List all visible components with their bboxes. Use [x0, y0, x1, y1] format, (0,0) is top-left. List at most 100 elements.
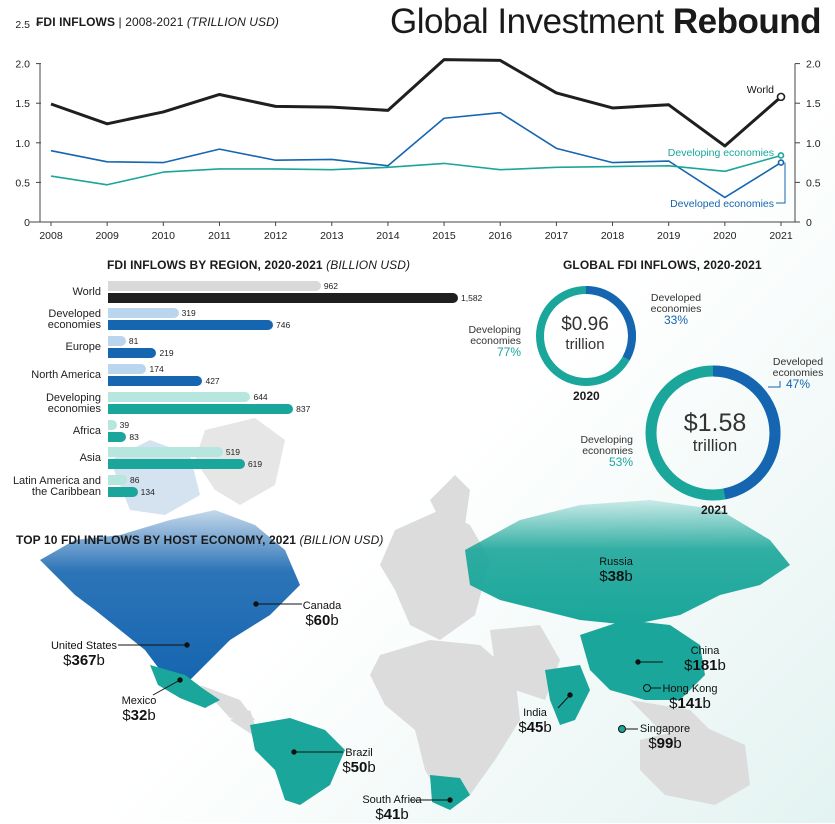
bar-value-label: 644: [253, 392, 268, 402]
land-russia: [465, 500, 790, 625]
land-centralamerica: [200, 685, 255, 720]
bar-value-label: 81: [128, 336, 139, 346]
y-tick-right: 1.0: [806, 138, 821, 150]
y-tick-left: 2.0: [15, 59, 30, 71]
x-tick-2015: 2015: [432, 230, 456, 242]
map-label-mexico: Mexico $32b: [121, 695, 157, 724]
bar-value-label: 174: [149, 364, 164, 374]
series-line-developed-economies: [50, 111, 782, 199]
x-tick-2011: 2011: [208, 230, 231, 242]
x-tick-2014: 2014: [376, 230, 400, 242]
x-tick-2021: 2021: [769, 230, 793, 242]
land-china: [580, 620, 705, 700]
bar-2020: [108, 392, 251, 402]
land-africa: [370, 640, 520, 805]
donut-2021-value: $1.58: [683, 409, 747, 437]
region-label-line: World: [72, 286, 101, 298]
region-label-line: Asia: [79, 452, 101, 464]
y-tick-right: 1.5: [806, 98, 821, 110]
x-tick-2010: 2010: [152, 230, 176, 242]
region-label-line: Latin America and: [12, 475, 101, 487]
bar-value-label: 619: [247, 459, 263, 469]
region-label: Asia: [5, 453, 101, 464]
map-unit: (BILLION USD): [299, 533, 384, 547]
bar-2020: [108, 281, 321, 291]
x-tick-2020: 2020: [713, 230, 737, 242]
region-label: North America: [5, 370, 101, 381]
region-label-line: economies: [47, 319, 101, 331]
series-label-developing: Developing economies: [668, 147, 774, 159]
bar-2021: [108, 293, 458, 303]
y-tick-left: 1.0: [15, 138, 30, 150]
bar-value-label: 837: [296, 404, 311, 414]
region-label: Latin America and the Caribbean: [5, 476, 101, 498]
world-map: [40, 418, 790, 810]
bar-2021: [108, 432, 127, 442]
series-line-world: [50, 58, 782, 148]
region-label: Developed economies: [5, 309, 101, 331]
bar-2020: [108, 447, 223, 457]
map-label-hong-kong: Hong Kong $141b: [662, 683, 718, 712]
donut-2021-developed-arc: [645, 365, 781, 501]
map-heading: TOP 10 FDI INFLOWS BY HOST ECONOMY, 2021: [16, 533, 297, 547]
x-tick-2012: 2012: [264, 230, 288, 242]
region-chart-title: FDI INFLOWS BY REGION, 2020-2021 (BILLIO…: [107, 258, 410, 272]
bar-value-label: 219: [159, 348, 174, 358]
bar-2021: [108, 487, 138, 497]
region-label-line: Developed: [48, 308, 101, 320]
bar-2021: [108, 320, 274, 330]
y-tick-right: 2.0: [806, 59, 821, 71]
region-label-line: the Caribbean: [31, 486, 101, 498]
y-tick-left: 2.5: [15, 19, 30, 31]
series-label-world: World: [747, 84, 774, 96]
donut-2021-leader: [768, 381, 781, 388]
x-tick-2016: 2016: [489, 230, 513, 242]
map-label-china: China $181b: [684, 645, 726, 674]
line-chart-subheading: 2008-2021: [125, 15, 184, 29]
bar-value-label: 83: [129, 432, 139, 442]
bar-2021: [108, 404, 294, 414]
region-label-line: North America: [31, 369, 101, 381]
hong-kong-dot: [643, 684, 651, 692]
donut-section-title: GLOBAL FDI INFLOWS, 2020-2021: [563, 258, 762, 272]
donut-2020-developed-label: Developed economies 33%: [650, 292, 702, 327]
region-label: World: [5, 287, 101, 298]
land-seasia: [630, 700, 710, 730]
bar-2021: [108, 376, 203, 386]
region-label-line: economies: [47, 403, 101, 415]
donut-2020-developed-arc: [536, 286, 636, 386]
y-tick-left: 0.5: [15, 177, 30, 189]
bar-2020: [108, 336, 126, 346]
line-chart-heading: FDI INFLOWS: [36, 15, 116, 29]
series-end-point: [777, 159, 785, 166]
x-tick-2013: 2013: [320, 230, 344, 242]
bar-value-label: 427: [205, 376, 220, 386]
donut-2020-year: 2020: [573, 389, 600, 403]
land-south-africa: [430, 775, 470, 810]
fdi-line-chart: 2.5 2.0 1.5 1.0 0.5 0 2.0 1.5 1.0 0.5 0 2008 2009 201…: [15, 19, 821, 242]
donut-2021-developed-label: Developed economies 47%: [772, 356, 824, 391]
bar-value-label: 319: [181, 308, 196, 318]
bar-value-label: 519: [225, 447, 240, 457]
x-tick-2019: 2019: [657, 230, 681, 242]
land-scandinavia: [430, 475, 470, 530]
region-label: Africa: [5, 426, 101, 437]
y-tick-right: 0.5: [806, 177, 821, 189]
map-label-brazil: Brazil $50b: [342, 747, 376, 776]
title-prefix: Global Investment: [390, 2, 664, 41]
map-label-russia: Russia $38b: [599, 556, 633, 585]
singapore-dot: [618, 725, 626, 733]
donut-2020-unit: trillion: [565, 336, 605, 353]
land-north-america: [40, 510, 300, 685]
donut-2020-developing-label: Developing economies 77%: [468, 324, 521, 359]
bar-2020: [108, 475, 128, 485]
bar-value-label: 39: [119, 420, 130, 430]
donut-charts: [536, 286, 781, 501]
x-tick-2017: 2017: [545, 230, 569, 242]
bar-value-label: 134: [140, 487, 155, 497]
region-label-line: Europe: [65, 341, 101, 353]
map-label-canada: Canada $60b: [302, 600, 342, 629]
region-chart-heading: FDI INFLOWS BY REGION, 2020-2021: [107, 258, 323, 272]
